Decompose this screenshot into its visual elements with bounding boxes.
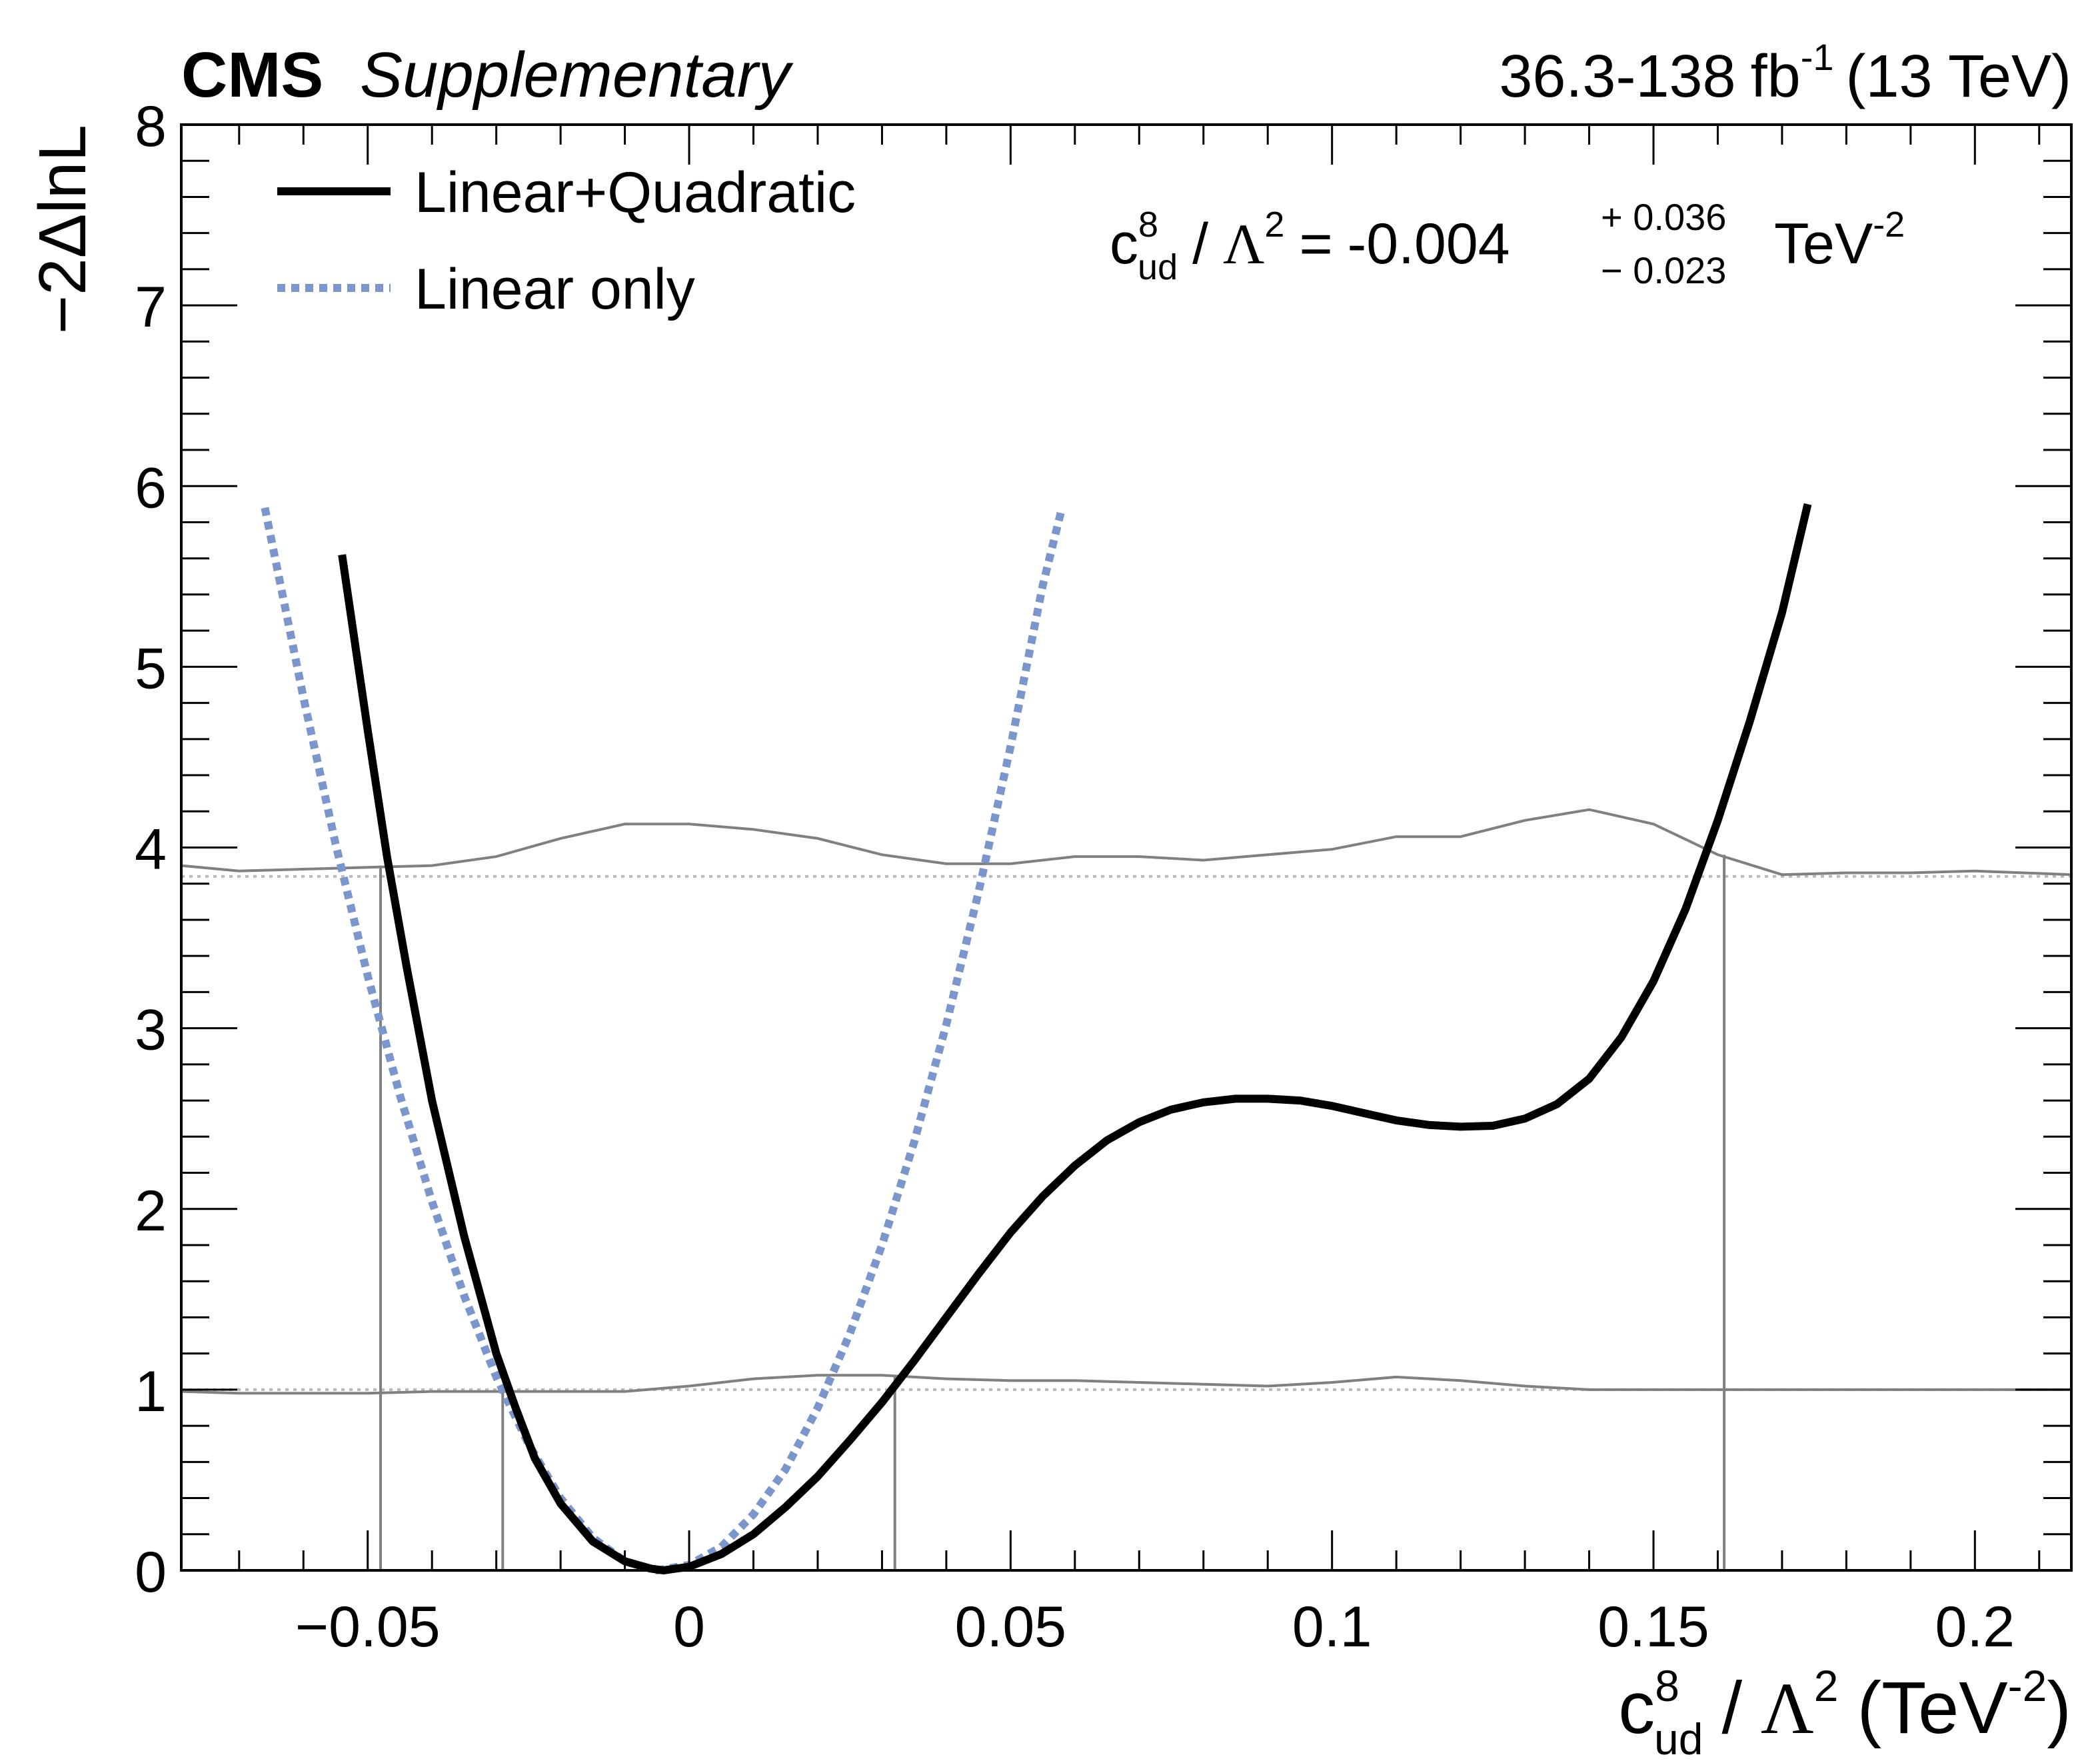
result-equals: = xyxy=(1299,212,1332,276)
x-tick-label: 0.1 xyxy=(1292,1595,1372,1659)
x-tick-label: 0.15 xyxy=(1597,1595,1709,1659)
plot-frame xyxy=(180,123,2073,1572)
y-tick-label: 7 xyxy=(135,275,167,339)
x-axis-label: c8 ud / Λ2 (TeV-2) xyxy=(1618,1661,2071,1763)
result-unit-text: TeV xyxy=(1774,212,1873,276)
x-label-slash: / xyxy=(1721,1667,1742,1749)
y-axis-label: −2ΔlnL xyxy=(25,125,100,334)
lower-threshold-curve xyxy=(181,1374,2071,1395)
y-tick-label: 2 xyxy=(135,1179,167,1243)
lumi-exponent: -1 xyxy=(1801,36,1834,78)
result-symbol: c xyxy=(1110,212,1138,276)
interval-markers xyxy=(379,855,1726,1570)
legend-label-linear-quadratic: Linear+Quadratic xyxy=(415,161,856,225)
result-subscript: ud xyxy=(1138,247,1178,287)
y-tick-label: 1 xyxy=(135,1360,167,1424)
lumi-unit: fb xyxy=(1751,43,1801,110)
x-label-unit-power: -2 xyxy=(2008,1661,2047,1710)
y-tick-label: 5 xyxy=(135,637,167,701)
x-tick-label: 0 xyxy=(673,1595,705,1659)
upper-threshold-curve xyxy=(181,808,2072,877)
x-label-superscript: 8 xyxy=(1655,1661,1679,1710)
x-tick-labels: −0.05 0 0.05 0.1 0.15 0.2 xyxy=(295,1595,2015,1659)
legend-label-linear-only: Linear only xyxy=(415,257,695,321)
y-tick-label: 0 xyxy=(135,1540,167,1604)
result-unit-power: -2 xyxy=(1873,205,1905,245)
supplementary-label: Supplementary xyxy=(360,39,794,111)
x-label-scale: Λ xyxy=(1761,1668,1814,1749)
y-tick-label: 8 xyxy=(135,95,167,159)
result-unit: TeV-2 xyxy=(1774,205,1905,276)
series-linear-quadratic-line xyxy=(338,503,1812,1574)
result-lhs: c8 ud / Λ2 = -0.004 xyxy=(1110,205,1510,287)
x-tick-label: 0.2 xyxy=(1935,1595,2015,1659)
series-lines xyxy=(261,503,1812,1575)
x-label-subscript: ud xyxy=(1654,1714,1703,1763)
result-central: -0.004 xyxy=(1348,212,1510,276)
x-label-unit-close: ) xyxy=(2047,1667,2071,1749)
result-slash: / xyxy=(1192,212,1208,276)
x-label-symbol: c xyxy=(1618,1667,1655,1749)
reference-lines xyxy=(181,875,2071,1391)
result-err-up: + 0.036 xyxy=(1601,196,1726,238)
threshold-curves xyxy=(181,808,2072,1395)
series-linear-only-line xyxy=(261,507,1066,1575)
axis-ticks xyxy=(181,123,2071,1572)
x-tick-label: 0.05 xyxy=(955,1595,1066,1659)
result-err-down: − 0.023 xyxy=(1601,249,1726,291)
legend: Linear+Quadratic Linear only xyxy=(277,161,856,321)
x-label-scale-power: 2 xyxy=(1814,1661,1839,1710)
cms-label: CMS xyxy=(181,39,323,111)
result-scale: Λ xyxy=(1223,212,1264,276)
y-tick-label: 4 xyxy=(135,818,167,882)
y-tick-labels: 0 1 2 3 4 5 6 7 8 xyxy=(135,95,167,1604)
result-scale-power: 2 xyxy=(1264,205,1284,245)
energy-label: (13 TeV) xyxy=(1845,43,2071,110)
y-tick-label: 3 xyxy=(135,998,167,1062)
result-superscript: 8 xyxy=(1138,205,1158,245)
x-tick-label: −0.05 xyxy=(295,1595,441,1659)
x-label-unit-open: (TeV xyxy=(1857,1667,2007,1749)
lumi-range: 36.3-138 xyxy=(1499,43,1735,110)
y-tick-label: 6 xyxy=(135,456,167,520)
fit-result: c8 ud / Λ2 = -0.004 + 0.036 − 0.023 TeV-2 xyxy=(1110,196,1905,291)
lumi-energy-label: 36.3-138 fb-1 (13 TeV) xyxy=(1499,36,2071,110)
